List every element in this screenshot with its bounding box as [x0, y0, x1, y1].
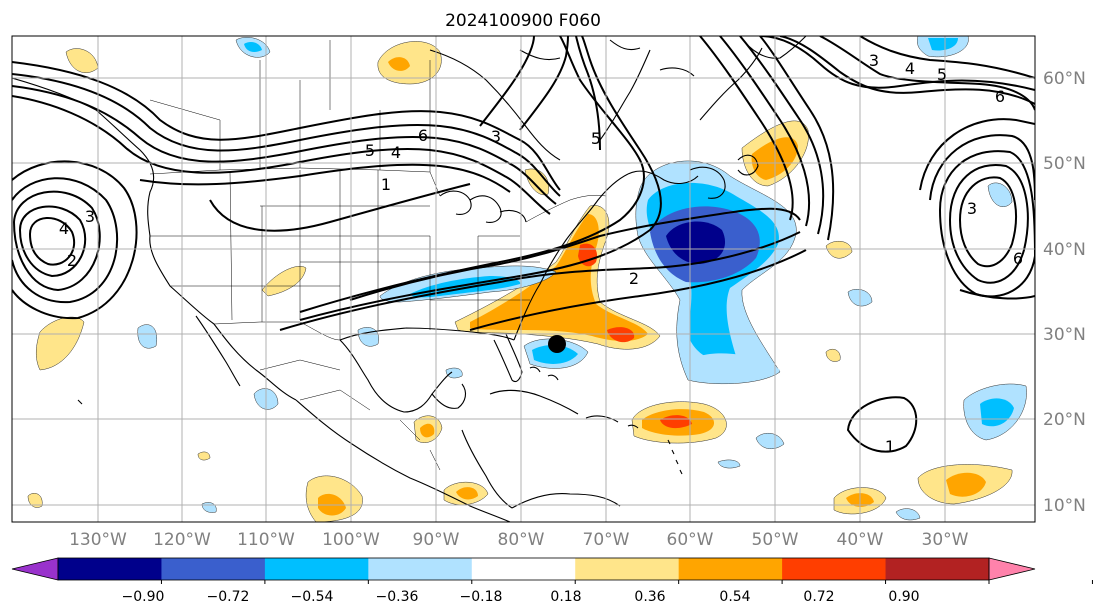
colorbar-tick-label: −0.72	[207, 589, 250, 605]
colorbar-arrow-low	[11, 557, 59, 581]
shaded-field-negative	[137, 36, 1027, 521]
lon-label: 110°W	[237, 530, 295, 550]
lon-label: 30°W	[922, 530, 969, 550]
contour-label: 3	[491, 127, 501, 146]
shaded-field-positive	[27, 41, 1013, 522]
latitude-labels: 60°N 50°N 40°N 30°N 20°N 10°N	[1043, 69, 1086, 516]
colorbar-tick-label: −0.90	[122, 589, 165, 605]
colorbar-frame	[57, 557, 990, 581]
contour-label: 1	[885, 437, 895, 456]
colorbar-tick-label: 0.18	[550, 589, 581, 605]
contour-label: 6	[995, 87, 1005, 106]
contour-lines	[12, 36, 1035, 453]
colorbar-tick-label: 0.36	[634, 589, 665, 605]
colorbar-tick-label: 0.90	[888, 589, 919, 605]
lat-label: 60°N	[1043, 69, 1086, 89]
contour-label: 4	[391, 143, 401, 162]
lat-label: 30°N	[1043, 325, 1086, 345]
contour-label: 5	[365, 141, 375, 160]
colorbar-arrow-high	[988, 557, 1036, 581]
lat-label: 40°N	[1043, 240, 1086, 260]
lat-label: 50°N	[1043, 154, 1086, 174]
contour-label: 3	[869, 51, 879, 70]
map-panel: 6 5 4 3 1 5 2 3 4 5 6 3 6 1 4 3 2	[11, 35, 1036, 523]
colorbar-tick-label: 0.54	[719, 589, 750, 605]
colorbar-segment	[58, 558, 162, 580]
contour-label: 5	[937, 65, 947, 84]
colorbar-segment	[678, 558, 783, 580]
colorbar-tick-label: −0.54	[291, 589, 334, 605]
colorbar-segments	[11, 557, 1093, 584]
contour-label: 2	[67, 251, 77, 270]
lon-label: 80°W	[498, 530, 545, 550]
colorbar-segment	[575, 558, 680, 580]
contour-label: 4	[905, 59, 915, 78]
contour-label: 6	[1013, 249, 1023, 268]
storm-marker	[548, 335, 566, 353]
contour-labels: 6 5 4 3 1 5 2 3 4 5 6 3 6 1 4 3 2	[59, 51, 1023, 456]
contour-label: 2	[629, 269, 639, 288]
colorbar: −0.90 −0.72 −0.54 −0.36 −0.18 0.18 0.36 …	[11, 557, 1093, 605]
contour-label: 4	[59, 219, 69, 238]
colorbar-segment	[885, 558, 990, 580]
colorbar-segment	[264, 558, 369, 580]
contour-label: 3	[85, 207, 95, 226]
lon-label: 90°W	[413, 530, 460, 550]
colorbar-tick-label: −0.36	[376, 589, 419, 605]
lat-label: 10°N	[1043, 496, 1086, 516]
colorbar-segment	[782, 558, 887, 580]
colorbar-tick-label: 0.72	[803, 589, 834, 605]
gridlines	[12, 36, 1035, 522]
colorbar-segment	[161, 558, 266, 580]
lon-label: 100°W	[322, 530, 380, 550]
contour-label: 3	[967, 199, 977, 218]
colorbar-segment	[368, 558, 473, 580]
lon-label: 120°W	[153, 530, 211, 550]
map-title: 2024100900 F060	[445, 11, 601, 31]
lon-label: 40°W	[837, 530, 884, 550]
colorbar-segment	[471, 558, 576, 580]
lon-label: 130°W	[69, 530, 127, 550]
colorbar-ticks: −0.90 −0.72 −0.54 −0.36 −0.18 0.18 0.36 …	[122, 589, 920, 605]
lon-label: 60°W	[667, 530, 714, 550]
contour-label: 5	[591, 129, 601, 148]
contour-label: 1	[381, 175, 391, 194]
lon-label: 70°W	[583, 530, 630, 550]
lon-label: 50°W	[752, 530, 799, 550]
coastlines	[12, 36, 807, 522]
lat-label: 20°N	[1043, 410, 1086, 430]
colorbar-tick-label: −0.18	[460, 589, 503, 605]
contour-label: 6	[418, 126, 428, 145]
longitude-labels: 130°W 120°W 110°W 100°W 90°W 80°W 70°W 6…	[69, 530, 969, 550]
